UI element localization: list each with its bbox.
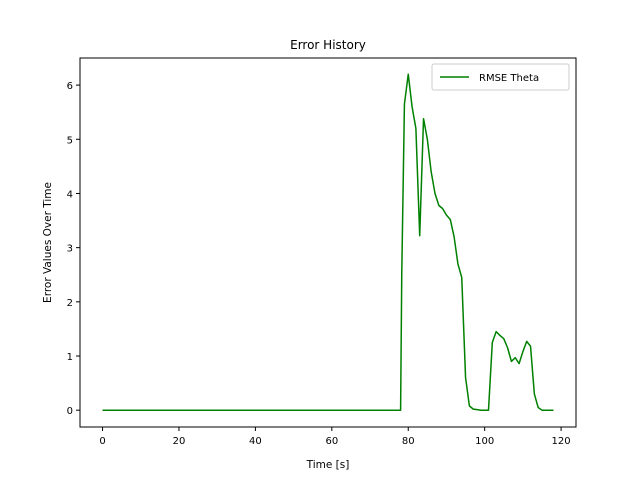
y-tick-label: 2 [67,298,73,309]
x-tick-label: 0 [99,436,105,447]
legend-label: RMSE Theta [479,73,539,84]
x-tick-label: 100 [475,436,494,447]
y-tick-label: 1 [67,352,73,363]
x-tick-label: 80 [402,436,415,447]
legend-box [431,63,570,91]
plot-frame [79,57,577,428]
x-tick-label: 120 [552,436,571,447]
y-tick-label: 0 [67,406,73,417]
y-tick-label: 5 [67,135,73,146]
y-tick-label: 6 [67,81,73,92]
x-tick-label: 60 [325,436,338,447]
y-axis-label: Error Values Over Time [42,182,54,303]
x-tick-label: 20 [173,436,186,447]
series-line-rmse-theta [102,73,554,411]
x-axis-label: Time [s] [306,459,350,471]
axis-ticks: 0 20 40 60 80 100 120 0 1 2 3 4 5 6 [67,81,571,447]
chart-title: Error History [290,38,366,52]
y-tick-label: 3 [67,244,73,255]
x-tick-label: 40 [249,436,262,447]
y-tick-label: 4 [67,189,73,200]
series-layer [102,73,554,411]
legend: RMSE Theta [431,63,570,91]
